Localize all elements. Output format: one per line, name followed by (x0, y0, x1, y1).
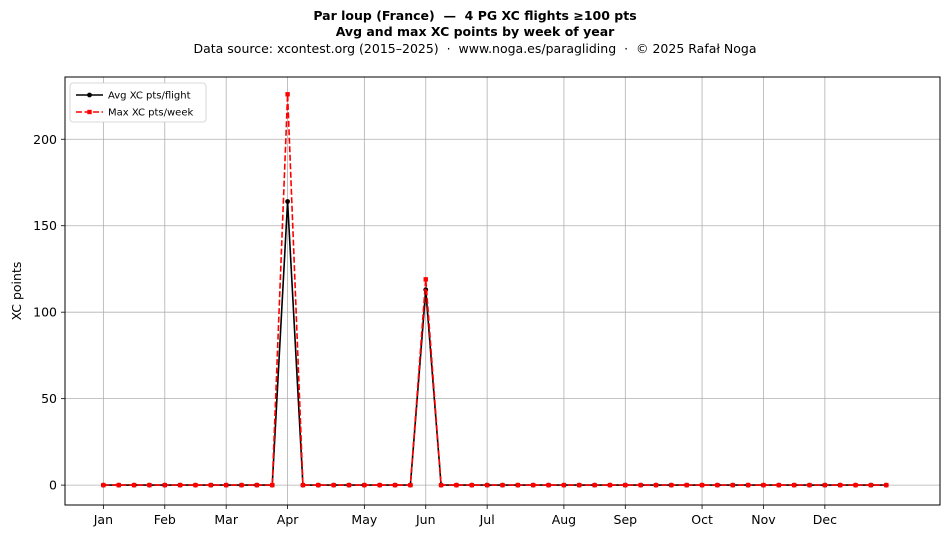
data-point (838, 482, 843, 488)
data-point (254, 482, 260, 488)
data-point (162, 482, 167, 488)
data-point (331, 482, 336, 488)
data-point (147, 482, 152, 488)
x-tick-label: Sep (614, 512, 638, 527)
data-point (868, 482, 874, 488)
data-point (791, 482, 797, 488)
y-axis-label: XC points (9, 262, 24, 321)
data-point (377, 482, 382, 488)
data-point (423, 277, 428, 282)
data-point (546, 482, 551, 488)
y-tick-label: 50 (41, 391, 57, 406)
data-point (638, 482, 643, 488)
x-tick-label: Oct (691, 512, 713, 527)
data-point (484, 482, 490, 488)
data-point (438, 482, 444, 488)
x-tick-label: Nov (751, 512, 776, 527)
data-point (699, 482, 705, 488)
x-tick-label: Dec (813, 512, 837, 527)
legend-box (69, 82, 207, 123)
legend-label: Max XC pts/week (108, 108, 193, 119)
data-point (346, 482, 352, 488)
data-point (392, 482, 398, 488)
y-tick-label: 0 (49, 478, 57, 493)
data-point (362, 482, 367, 488)
data-point (316, 482, 321, 488)
data-point (853, 482, 858, 488)
series-max (101, 92, 889, 488)
data-point (577, 482, 582, 488)
data-point (684, 482, 689, 488)
data-point (101, 482, 106, 488)
data-point (715, 482, 720, 488)
legend: Avg XC pts/flight Max XC pts/week (69, 82, 207, 123)
y-tick-label: 100 (33, 305, 57, 320)
data-point (761, 482, 766, 488)
data-point (500, 482, 505, 488)
series-avg (100, 199, 889, 488)
x-tick-label: Aug (552, 512, 576, 527)
data-point (454, 482, 459, 488)
legend-marker (87, 109, 92, 115)
x-tick-label: Mar (214, 512, 238, 527)
x-tick-label: Jan (93, 512, 113, 527)
data-point (745, 482, 751, 488)
data-point (822, 482, 828, 488)
data-point (807, 482, 812, 488)
legend-marker (87, 92, 92, 98)
plot-frame (64, 76, 941, 506)
y-tick-label: 150 (33, 218, 57, 233)
x-tick-label: Feb (154, 512, 176, 527)
data-point (776, 482, 782, 488)
data-point (193, 482, 198, 488)
x-tick-label: Apr (277, 512, 299, 527)
series-line (103, 201, 887, 486)
y-tick-label: 200 (33, 132, 57, 147)
data-point (653, 482, 659, 488)
data-point (285, 199, 290, 204)
data-point (239, 482, 244, 488)
x-tick-label: Jul (479, 512, 495, 527)
data-point (531, 482, 536, 488)
data-point (592, 482, 597, 488)
data-point (300, 482, 306, 488)
grid-layer (65, 77, 940, 505)
legend-label: Avg XC pts/flight (108, 91, 191, 102)
data-point (561, 482, 567, 488)
x-tick-label: Jun (415, 512, 436, 527)
data-point (623, 482, 628, 488)
data-point (223, 482, 229, 488)
data-point (116, 482, 121, 488)
data-point (469, 482, 474, 488)
tick-layer: Jan Feb Mar Apr May Jun Jul Aug Sep Oct Nov Dec 0 50 1… (33, 132, 837, 527)
data-point (607, 482, 613, 488)
chart-title-line1: Par loup (France) — 4 PG XC flights ≥100… (313, 8, 637, 23)
x-tick-label: May (351, 512, 377, 527)
chart-title-block: Par loup (France) — 4 PG XC flights ≥100… (0, 8, 950, 57)
data-point (131, 482, 137, 488)
series-layer (100, 92, 889, 488)
data-point (730, 482, 735, 488)
data-point (669, 482, 674, 488)
data-point (884, 482, 889, 488)
data-point (208, 482, 214, 488)
data-point (285, 92, 290, 97)
data-point (270, 482, 275, 488)
data-point (177, 482, 183, 488)
chart-title-line2: Avg and max XC points by week of year (335, 24, 615, 39)
data-point (408, 482, 413, 488)
chart-subtitle: Data source: xcontest.org (2015–2025) · … (193, 41, 757, 56)
series-line (103, 94, 887, 486)
data-point (515, 482, 521, 488)
